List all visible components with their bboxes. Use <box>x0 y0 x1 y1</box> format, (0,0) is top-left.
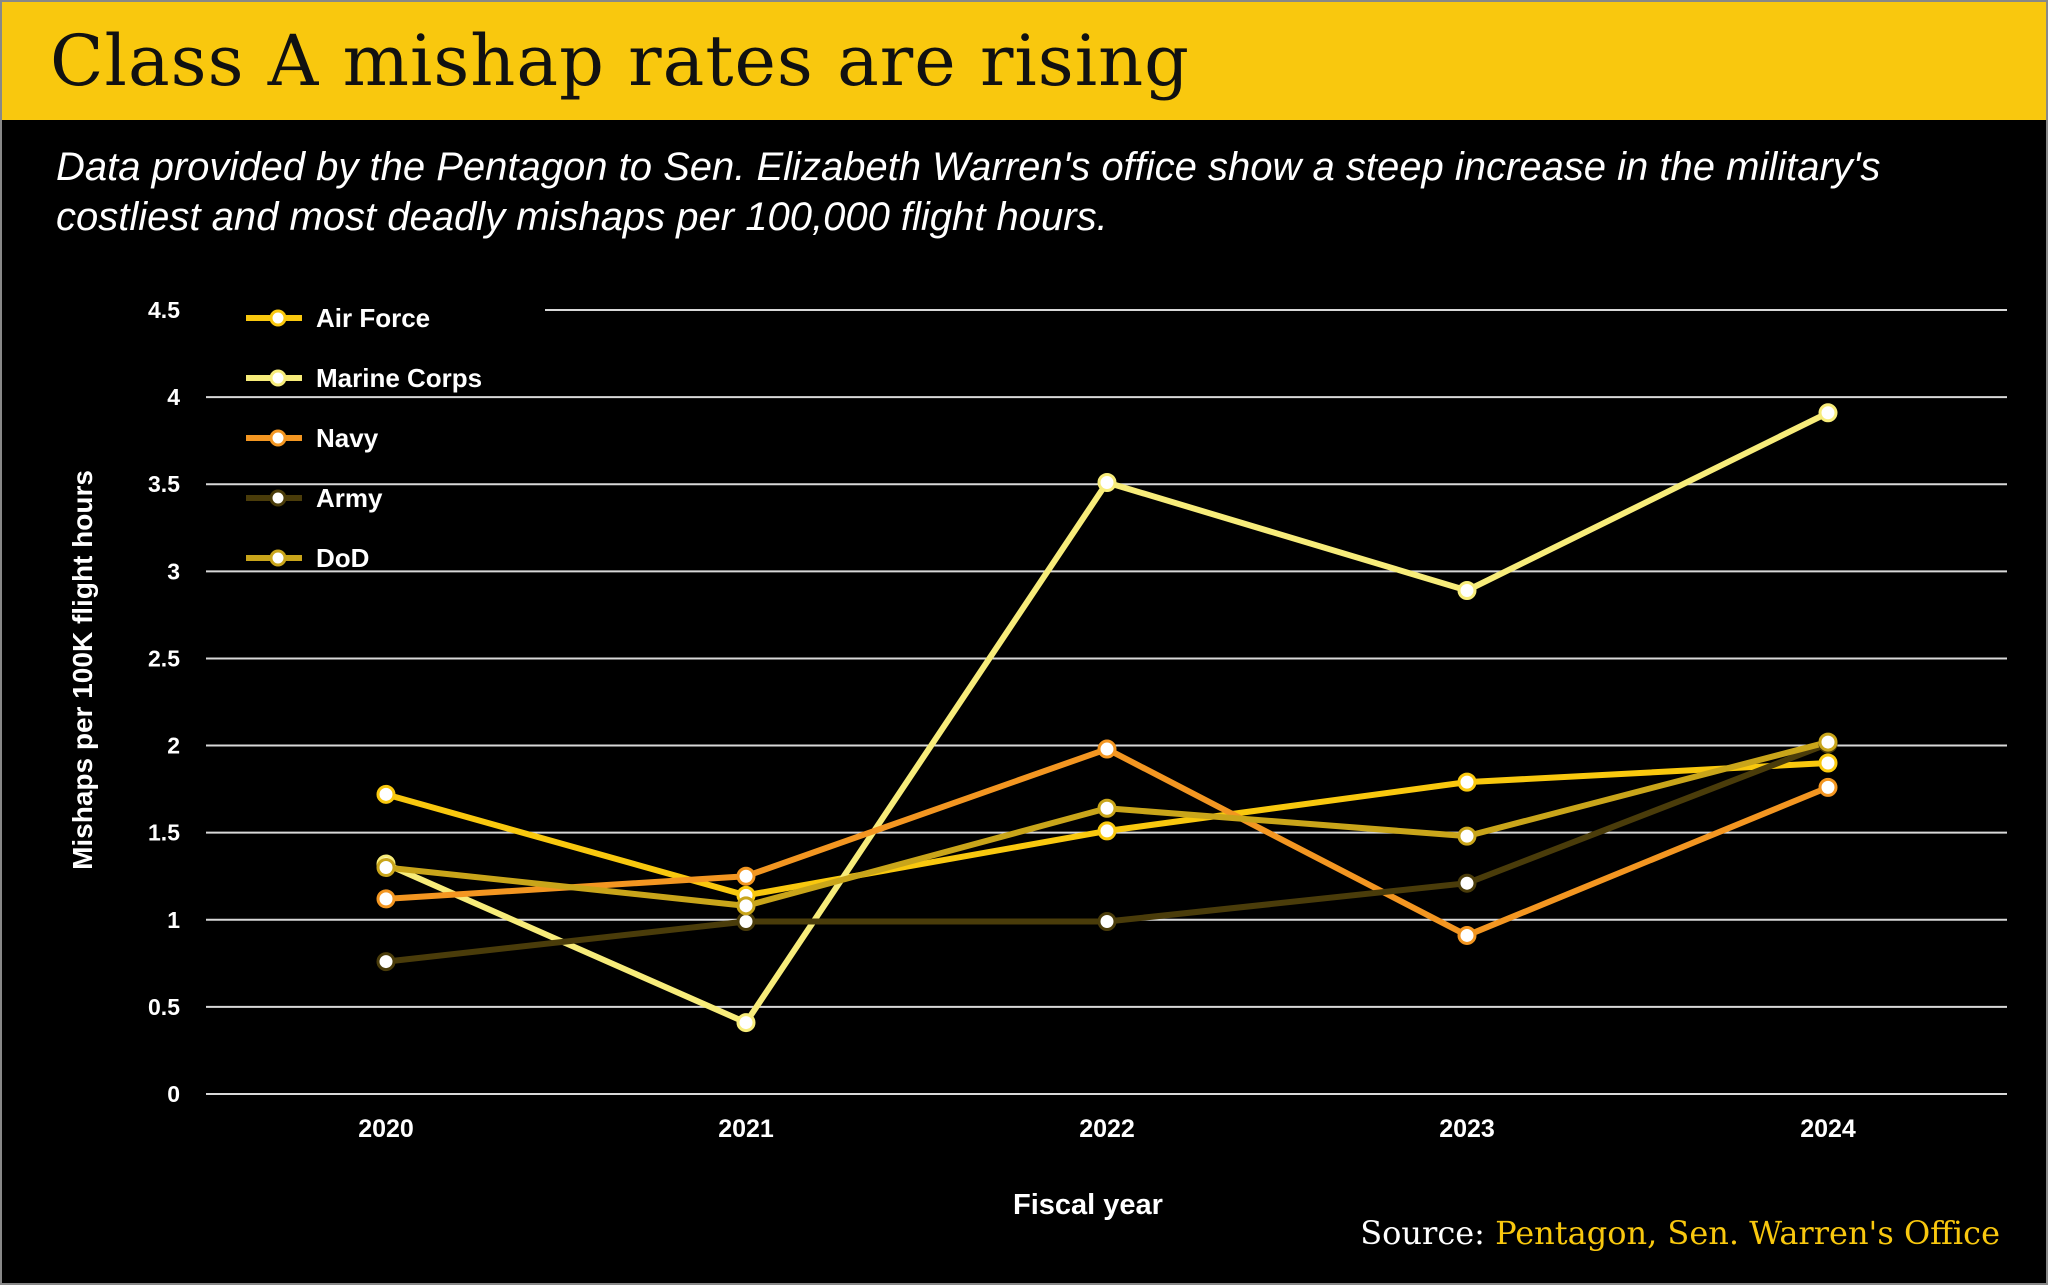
x-tick-label: 2023 <box>1439 1115 1495 1143</box>
legend-label: DoD <box>316 543 369 573</box>
data-point <box>1818 732 1838 752</box>
source-text: Pentagon, Sen. Warren's Office <box>1495 1214 2000 1252</box>
data-point <box>736 866 756 886</box>
legend-label: Army <box>316 483 383 513</box>
data-point <box>736 1013 756 1033</box>
data-point <box>1457 873 1477 893</box>
series-line-marine-corps <box>384 410 1830 1026</box>
chart-title: Class A mishap rates are rising <box>50 20 1190 102</box>
legend-label: Air Force <box>316 303 430 333</box>
legend-marker <box>269 309 287 327</box>
x-tick-label: 2022 <box>1079 1115 1135 1143</box>
title-bar: Class A mishap rates are rising <box>2 2 2046 120</box>
y-tick-label: 4 <box>167 384 180 410</box>
x-tick-label: 2020 <box>358 1115 414 1143</box>
y-tick-label: 2 <box>167 733 180 759</box>
x-axis-label: Fiscal year <box>1013 1189 1163 1221</box>
legend-marker <box>269 489 287 507</box>
chart-subtitle: Data provided by the Pentagon to Sen. El… <box>56 145 1881 239</box>
y-tick-label: 2.5 <box>148 645 180 671</box>
data-point <box>1457 925 1477 945</box>
data-point <box>376 889 396 909</box>
legend-label: Marine Corps <box>316 363 482 393</box>
y-tick-label: 1 <box>167 907 180 933</box>
legend-label: Navy <box>316 423 379 453</box>
data-point <box>1097 472 1117 492</box>
y-tick-label: 3 <box>167 558 180 584</box>
data-point <box>1097 739 1117 759</box>
y-tick-label: 4.5 <box>148 297 180 323</box>
source-label: Source: <box>1360 1214 1496 1252</box>
source-note: Source: Pentagon, Sen. Warren's Office <box>1360 1214 2000 1252</box>
y-tick-label: 0 <box>167 1081 180 1107</box>
x-tick-label: 2021 <box>718 1115 774 1143</box>
data-point <box>376 858 396 878</box>
data-point <box>736 912 756 932</box>
y-tick-label: 0.5 <box>148 994 180 1020</box>
data-point <box>1097 798 1117 818</box>
data-point <box>1818 403 1838 423</box>
data-point <box>1457 826 1477 846</box>
data-point <box>376 784 396 804</box>
y-axis-label: Mishaps per 100K flight hours <box>67 470 98 870</box>
legend-marker <box>269 429 287 447</box>
x-tick-label: 2024 <box>1800 1115 1856 1143</box>
data-point <box>1818 777 1838 797</box>
data-point <box>1097 912 1117 932</box>
data-point <box>1818 753 1838 773</box>
legend-marker <box>269 549 287 567</box>
data-point <box>1457 772 1477 792</box>
data-point <box>1457 580 1477 600</box>
y-tick-label: 3.5 <box>148 471 180 497</box>
data-point <box>1097 821 1117 841</box>
y-tick-label: 1.5 <box>148 820 180 846</box>
data-point <box>736 896 756 916</box>
data-point <box>376 952 396 972</box>
legend-marker <box>269 369 287 387</box>
